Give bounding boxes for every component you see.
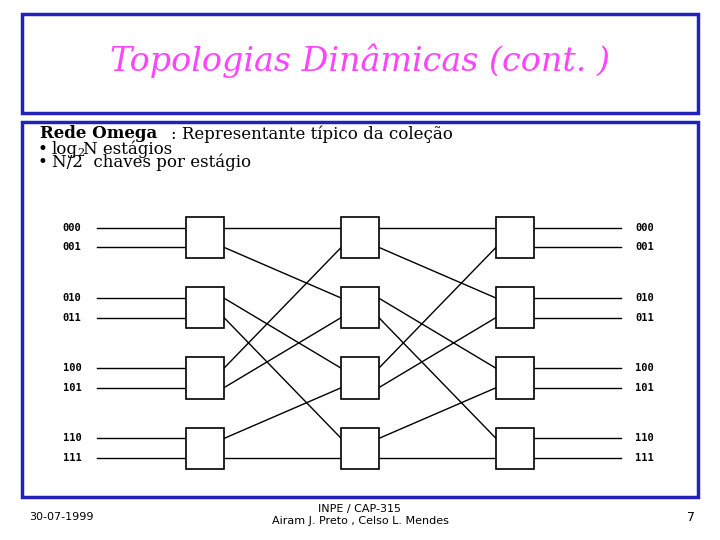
Text: 011: 011	[635, 313, 654, 322]
Text: 2: 2	[77, 148, 84, 158]
Text: INPE / CAP-315: INPE / CAP-315	[318, 504, 402, 514]
Text: 7: 7	[687, 511, 695, 524]
FancyBboxPatch shape	[496, 428, 534, 469]
Text: 010: 010	[63, 293, 81, 303]
Text: 110: 110	[635, 434, 654, 443]
Text: Topologias Dinâmicas (cont. ): Topologias Dinâmicas (cont. )	[110, 43, 610, 78]
FancyBboxPatch shape	[186, 217, 224, 258]
Text: N/2  chaves por estágio: N/2 chaves por estágio	[52, 153, 251, 171]
Text: 100: 100	[635, 363, 654, 373]
FancyBboxPatch shape	[496, 217, 534, 258]
FancyBboxPatch shape	[496, 287, 534, 328]
Text: 000: 000	[635, 223, 654, 233]
Text: 100: 100	[63, 363, 81, 373]
Text: •: •	[37, 140, 48, 158]
FancyBboxPatch shape	[186, 357, 224, 399]
Text: 001: 001	[63, 242, 81, 252]
Text: 101: 101	[635, 383, 654, 393]
Text: 101: 101	[63, 383, 81, 393]
Text: 011: 011	[63, 313, 81, 322]
Text: •: •	[37, 153, 48, 171]
Text: 110: 110	[63, 434, 81, 443]
Text: : Representante típico da coleção: : Representante típico da coleção	[171, 125, 453, 143]
FancyBboxPatch shape	[22, 122, 698, 497]
Text: Rede Omega: Rede Omega	[40, 125, 157, 143]
Text: 30-07-1999: 30-07-1999	[29, 512, 94, 522]
FancyBboxPatch shape	[341, 428, 379, 469]
FancyBboxPatch shape	[186, 428, 224, 469]
Text: log: log	[52, 140, 78, 158]
Text: Airam J. Preto , Celso L. Mendes: Airam J. Preto , Celso L. Mendes	[271, 516, 449, 526]
Text: 001: 001	[635, 242, 654, 252]
FancyBboxPatch shape	[341, 217, 379, 258]
Text: 010: 010	[635, 293, 654, 303]
FancyBboxPatch shape	[186, 287, 224, 328]
FancyBboxPatch shape	[341, 357, 379, 399]
FancyBboxPatch shape	[22, 14, 698, 113]
FancyBboxPatch shape	[496, 357, 534, 399]
FancyBboxPatch shape	[341, 287, 379, 328]
Text: 111: 111	[63, 453, 81, 463]
Text: 000: 000	[63, 223, 81, 233]
Text: 111: 111	[635, 453, 654, 463]
Text: N estágios: N estágios	[83, 140, 172, 158]
